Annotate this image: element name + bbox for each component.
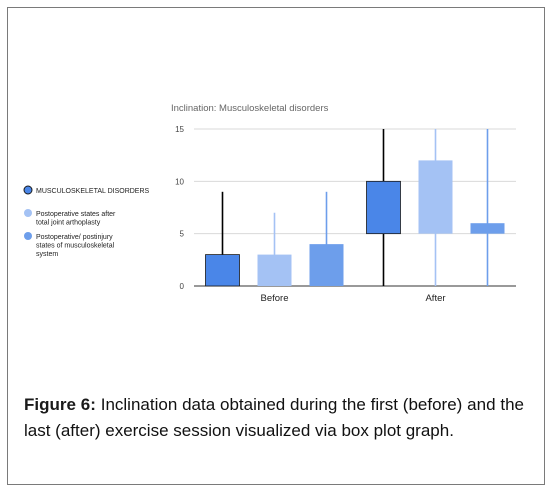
box [309,244,344,286]
legend-marker [24,232,32,240]
legend-label: Postoperative states after total joint ar… [36,211,116,227]
box [205,254,240,287]
legend-label: Postoperative/ postinjury states of muscu… [36,234,115,258]
figure-label: Figure 6: [24,395,96,414]
legend: MUSCULOSKELETAL DISORDERS Postoperative s… [23,185,150,258]
y-axis-ticks: 0 5 10 15 [175,125,184,291]
box [418,160,453,234]
grid-lines [194,128,516,287]
x-axis-ticks: Before After [261,293,446,304]
figure-caption-text: Inclination data obtained during the fir… [24,395,524,440]
legend-label: MUSCULOSKELETAL DISORDERS [36,188,150,195]
y-tick-label: 0 [180,282,185,291]
legend-marker [23,185,33,195]
chart-title: Inclination: Musculoskeletal disorders [171,103,329,114]
figure-frame [7,7,545,485]
figure-caption: Figure 6: Inclination data obtained duri… [24,392,524,444]
y-tick-label: 5 [180,230,185,239]
boxes [205,129,505,287]
x-tick-label: After [425,293,445,304]
box [366,180,401,235]
x-tick-label: Before [261,293,289,304]
y-tick-label: 15 [175,125,184,134]
y-tick-label: 10 [175,177,184,186]
legend-marker [24,209,32,217]
box [257,254,292,286]
box [470,223,505,234]
